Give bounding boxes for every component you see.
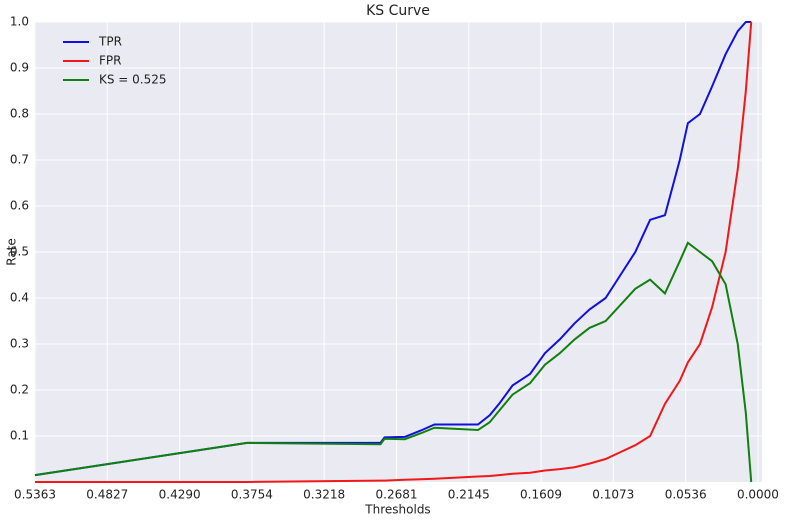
x-tick-label: 0.3218 xyxy=(303,488,345,502)
x-tick-label: 0.1073 xyxy=(592,488,634,502)
y-tick-label: 0.5 xyxy=(10,245,29,259)
x-axis-label: Thresholds xyxy=(364,503,430,517)
y-tick-label: 0.1 xyxy=(10,429,29,443)
y-tick-label: 0.6 xyxy=(10,199,29,213)
series-line xyxy=(34,241,753,483)
y-tick-label: 1.0 xyxy=(10,15,29,29)
y-tick-label: 0.3 xyxy=(10,337,29,351)
legend-label: KS = 0.525 xyxy=(99,73,167,87)
y-tick-label: 0.9 xyxy=(10,61,29,75)
x-tick-label: 0.2681 xyxy=(376,488,418,502)
series-line xyxy=(35,21,753,483)
x-tick-label: 0.4827 xyxy=(86,488,128,502)
series-line xyxy=(34,21,752,477)
x-tick-label: 0.2145 xyxy=(448,488,490,502)
x-tick-label: 0.4290 xyxy=(159,488,201,502)
x-tick-label: 0.0536 xyxy=(665,488,707,502)
x-tick-label: 0.0000 xyxy=(737,488,779,502)
legend-label: TPR xyxy=(98,35,122,49)
y-tick-label: 0.2 xyxy=(10,383,29,397)
x-tick-label: 0.1609 xyxy=(520,488,562,502)
y-tick-label: 0.8 xyxy=(10,107,29,121)
y-tick-label: 0.4 xyxy=(10,291,29,305)
x-tick-label: 0.5363 xyxy=(14,488,56,502)
legend-label: FPR xyxy=(99,54,121,68)
chart-title: KS Curve xyxy=(366,3,430,19)
y-tick-label: 0.7 xyxy=(10,153,29,167)
x-tick-label: 0.3754 xyxy=(231,488,273,502)
y-axis-label: Rate xyxy=(5,238,19,266)
